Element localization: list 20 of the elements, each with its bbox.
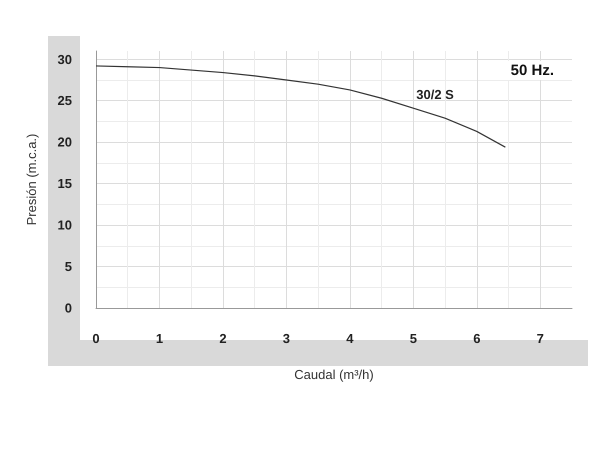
series-label: 30/2 S: [416, 87, 454, 102]
x-axis-title: Caudal (m³/h): [294, 367, 374, 382]
x-tick-label: 3: [282, 331, 290, 346]
x-tick-label: 1: [156, 331, 164, 346]
y-tick-label: 20: [58, 134, 72, 150]
x-tick-label: 6: [473, 331, 480, 346]
x-tick-label: 5: [410, 331, 417, 346]
line-series: [95, 65, 506, 148]
x-tick-label: 2: [219, 331, 227, 346]
y-axis-title: Presión (m.c.a.): [24, 134, 39, 226]
annotation: 50 Hz.: [510, 62, 554, 79]
y-tick-label: 25: [58, 93, 72, 108]
x-tick-label: 7: [536, 331, 544, 346]
x-tick-label: 4: [346, 331, 354, 346]
y-tick-label: 0: [64, 300, 72, 316]
y-tick-label: 15: [58, 176, 72, 192]
y-tick-label: 30: [58, 52, 72, 67]
y-tick-label: 5: [64, 259, 72, 274]
x-tick-label: 0: [92, 331, 100, 346]
y-tick-label: 10: [58, 218, 72, 233]
